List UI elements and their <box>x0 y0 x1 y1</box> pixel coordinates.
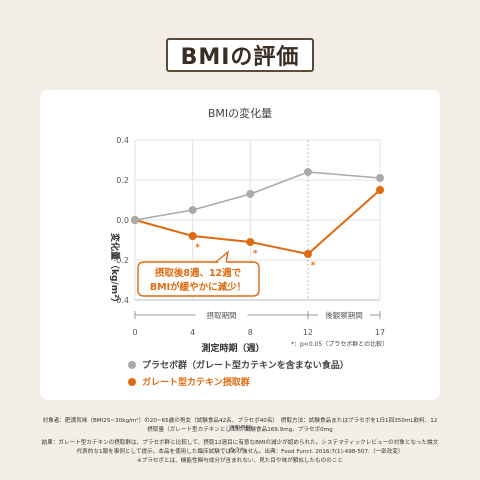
callout-box <box>137 261 260 297</box>
footnote-1: 対象者：肥満気味（BMI25~30kg/m²）の20~65歳の男女（試験食品42… <box>42 418 438 432</box>
y-tick-label: -0.2 <box>113 256 129 265</box>
post-period-label: 後観察期間 <box>325 310 363 320</box>
legend-marker-2 <box>128 378 136 386</box>
footnote-5: ※プラセボとは、機能性関与成分が含まれない、見た目や味が類似したもののこと <box>136 458 344 464</box>
x-tick-label: 4 <box>190 328 195 337</box>
significance-mark: * <box>253 249 258 259</box>
significance-marks: * * * <box>195 243 315 271</box>
legend-label-1: プラセボ群（ガレート型カテキンを含まない食品） <box>142 359 349 371</box>
x-tick-label: 8 <box>248 328 253 337</box>
footnote-4: 代表的な1報を事例として提示。本品を使用した臨床試験ではありません。出典：Foo… <box>76 449 404 455</box>
x-tick-label: 17 <box>375 328 385 337</box>
y-tick-label: 0.0 <box>116 216 129 225</box>
significance-mark: * <box>311 261 316 271</box>
x-axis-label: 測定時期（週） <box>201 342 264 354</box>
series-line-1 <box>134 171 381 221</box>
bmi-chart: BMIの変化量 0.4 0.2 0.0 -0.2 -0.4 0 4 8 12 17 変化量（kg… <box>109 106 388 388</box>
series-1-point <box>188 206 197 214</box>
series-1-point <box>303 168 312 176</box>
legend-label-2: ガレート型カテキン摂取群 <box>142 376 250 388</box>
series-1-point <box>131 216 139 224</box>
series-2-point <box>376 186 384 194</box>
footnote-3: 結果：ガレート型カテキンの摂取群は、プラセボ群と比較して、摂取12週目に有意なB… <box>41 440 439 454</box>
legend: プラセボ群（ガレート型カテキンを含まない食品） ガレート型カテキン摂取群 <box>128 359 349 388</box>
y-tick-label: 0.4 <box>116 136 129 145</box>
series-1-point <box>376 174 384 182</box>
x-tick-labels: 0 4 8 12 17 <box>132 328 385 337</box>
series-lines <box>131 168 384 258</box>
intake-period-label: 摂取期間 <box>206 310 236 320</box>
post-period-bg <box>317 310 370 320</box>
x-tick-label: 12 <box>303 328 313 337</box>
period-bars: 摂取期間 後観察期間 <box>134 310 381 320</box>
page-title: BMIの評価 <box>166 38 314 72</box>
series-2-point <box>303 250 312 258</box>
callout-line-1: 摂取後8週、12週で <box>155 267 242 279</box>
series-2-point <box>246 238 255 246</box>
significance-mark: * <box>195 243 200 253</box>
y-tick-label: 0.2 <box>116 176 129 185</box>
footnote-2: 摂取量（ガレート型カテキンとして）：試験食品169.9mg、プラセボ0mg <box>147 427 333 433</box>
significance-note: *：p<0.05（プラセボ群との比較） <box>291 340 388 348</box>
chart-title: BMIの変化量 <box>208 106 272 120</box>
y-tick-labels: 0.4 0.2 0.0 -0.2 -0.4 <box>113 136 129 305</box>
callout: 摂取後8週、12週で BMIが緩やかに減少！ <box>137 250 260 297</box>
intake-period-bg <box>195 310 248 320</box>
legend-marker-1 <box>128 361 136 369</box>
x-tick-label: 0 <box>132 328 137 337</box>
series-1-point <box>246 190 255 198</box>
series-2-point <box>188 232 197 240</box>
series-line-2 <box>134 189 381 256</box>
callout-line-2: BMIが緩やかに減少！ <box>150 281 246 293</box>
y-axis-label: 変化量（kg/m²） <box>109 233 121 307</box>
y-tick-label: -0.4 <box>113 296 129 305</box>
chart-card: BMIの変化量 0.4 0.2 0.0 -0.2 -0.4 0 4 8 12 17 変化量（kg… <box>40 90 440 400</box>
